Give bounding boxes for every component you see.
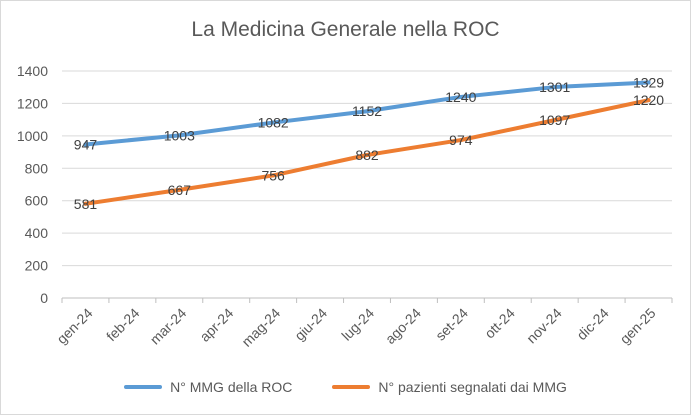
data-point bbox=[552, 85, 557, 90]
legend-item-pazienti: N° pazienti segnalati dai MMG bbox=[332, 379, 567, 395]
data-point bbox=[646, 98, 651, 103]
data-point bbox=[458, 94, 463, 99]
legend-swatch-mmg bbox=[124, 385, 163, 389]
y-tick-label: 600 bbox=[25, 193, 49, 209]
y-tick-label: 800 bbox=[25, 160, 49, 176]
y-tick-label: 400 bbox=[25, 225, 49, 241]
data-label: 1220 bbox=[633, 92, 664, 108]
data-label: 974 bbox=[449, 132, 473, 148]
data-point bbox=[271, 120, 276, 125]
data-label: 1097 bbox=[539, 112, 570, 128]
legend-item-mmg: N° MMG della ROC bbox=[124, 379, 292, 395]
data-label: 882 bbox=[355, 147, 379, 163]
data-label: 1329 bbox=[633, 75, 664, 91]
x-tick-label: mar-24 bbox=[147, 305, 190, 348]
y-tick-label: 1000 bbox=[17, 128, 48, 144]
x-tick-label: feb-24 bbox=[103, 305, 143, 345]
x-tick-label: ott-24 bbox=[481, 305, 518, 342]
y-tick-label: 0 bbox=[40, 290, 48, 306]
data-point bbox=[552, 118, 557, 123]
y-tick-label: 1400 bbox=[17, 63, 48, 79]
x-tick-label: ago-24 bbox=[382, 305, 424, 347]
data-label: 756 bbox=[261, 167, 285, 183]
data-label: 947 bbox=[74, 136, 98, 152]
x-tick-label: set-24 bbox=[432, 305, 471, 344]
x-tick-label: gen-24 bbox=[53, 305, 95, 347]
data-point bbox=[177, 133, 182, 138]
data-point bbox=[458, 138, 463, 143]
y-tick-label: 1200 bbox=[17, 95, 48, 111]
y-tick-label: 200 bbox=[25, 258, 49, 274]
x-tick-label: gen-25 bbox=[617, 305, 659, 347]
data-label: 581 bbox=[74, 196, 98, 212]
x-tick-label: giu-24 bbox=[291, 305, 330, 344]
data-label: 1152 bbox=[352, 103, 382, 119]
x-tick-label: nov-24 bbox=[523, 305, 565, 347]
data-label: 1082 bbox=[258, 115, 289, 131]
chart-legend: N° MMG della ROC N° pazienti segnalati d… bbox=[0, 379, 691, 395]
chart-title: La Medicina Generale nella ROC bbox=[191, 18, 500, 41]
legend-label-pazienti: N° pazienti segnalati dai MMG bbox=[378, 379, 567, 395]
data-label: 1240 bbox=[445, 89, 476, 105]
x-tick-label: lug-24 bbox=[338, 305, 377, 344]
x-tick-label: apr-24 bbox=[196, 305, 236, 345]
legend-swatch-pazienti bbox=[332, 385, 371, 389]
data-point bbox=[646, 80, 651, 85]
data-label: 667 bbox=[168, 182, 192, 198]
data-point bbox=[365, 152, 369, 157]
data-point bbox=[177, 187, 182, 192]
data-point bbox=[83, 201, 88, 206]
legend-label-mmg: N° MMG della ROC bbox=[170, 379, 293, 395]
x-tick-label: mag-24 bbox=[238, 305, 283, 350]
data-point bbox=[83, 142, 88, 147]
data-label: 1301 bbox=[539, 79, 570, 95]
x-tick-label: dic-24 bbox=[573, 305, 611, 343]
data-point bbox=[271, 173, 276, 178]
data-point bbox=[365, 109, 369, 114]
data-label: 1003 bbox=[164, 127, 195, 143]
